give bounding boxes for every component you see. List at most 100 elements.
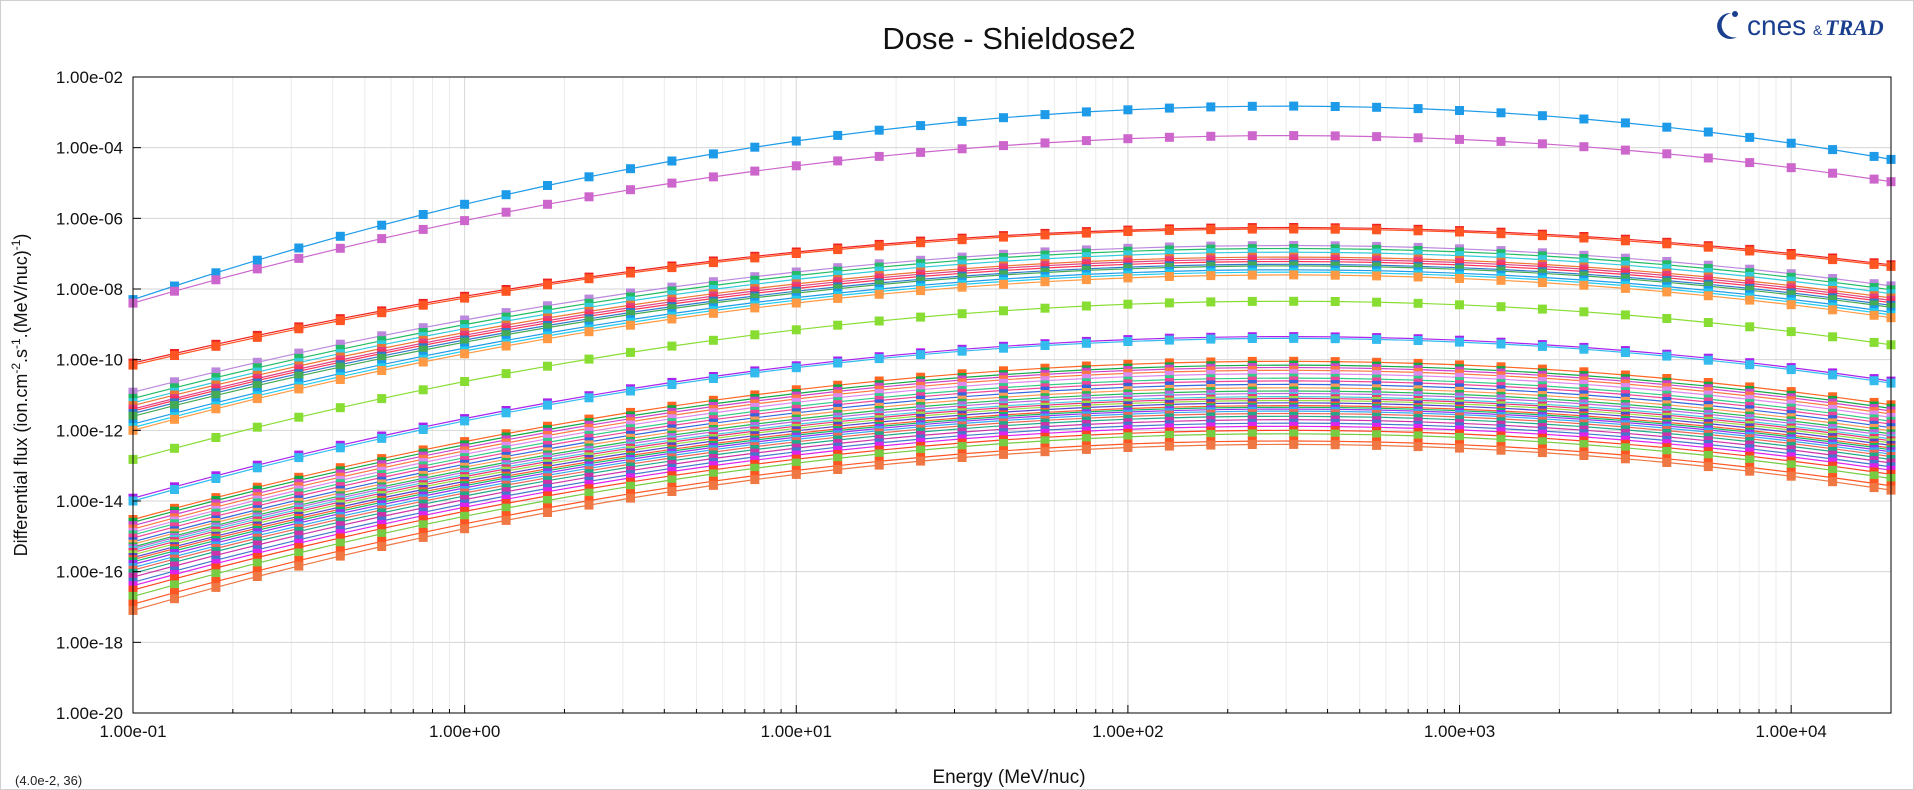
data-point (543, 334, 552, 344)
data-point (460, 524, 470, 534)
plot-area[interactable] (132, 76, 1892, 714)
data-point (1081, 444, 1091, 454)
data-point (377, 529, 387, 539)
data-point (501, 207, 511, 217)
data-point (1828, 295, 1838, 305)
data-point (833, 358, 843, 368)
data-point (294, 561, 304, 571)
data-point (377, 366, 387, 375)
data-point (501, 330, 511, 340)
data-point (667, 487, 677, 496)
series-41[interactable] (128, 421, 1896, 591)
series-line (132, 406, 1892, 563)
logo-partner: TRAD (1825, 15, 1884, 40)
data-point (252, 572, 262, 581)
data-point (377, 524, 387, 534)
data-point (1206, 102, 1216, 112)
data-point (1455, 106, 1464, 115)
data-point (170, 561, 179, 571)
data-point (916, 286, 926, 296)
data-point (460, 377, 470, 386)
data-point (1330, 248, 1340, 257)
series-28[interactable] (128, 389, 1896, 554)
data-point (874, 354, 884, 364)
series-line (132, 244, 1892, 393)
data-point (1455, 432, 1464, 442)
series-4[interactable] (128, 241, 1896, 397)
data-point (708, 480, 718, 490)
data-point (1289, 131, 1299, 141)
series-1[interactable] (128, 131, 1896, 308)
data-point (211, 390, 221, 400)
data-point (1537, 278, 1547, 288)
data-point (1289, 429, 1299, 439)
data-point (1247, 131, 1257, 141)
data-point (1703, 355, 1713, 365)
series-12[interactable] (128, 265, 1896, 429)
ticks: 1.00e-01 1.00e+00 1.00e+01 1.00e+02 1.00e+03… (56, 68, 1892, 741)
y-tick-label: 1.00e-10 (56, 351, 123, 370)
series-line (132, 377, 1892, 536)
data-point (1455, 251, 1464, 261)
data-point (377, 234, 387, 244)
data-point (1413, 226, 1423, 236)
data-point (211, 577, 221, 587)
data-point (294, 548, 304, 558)
data-point (418, 323, 428, 333)
series-0[interactable] (128, 101, 1896, 305)
data-point (1081, 301, 1091, 311)
series-14[interactable] (128, 270, 1896, 435)
data-point (1289, 224, 1299, 234)
data-point (1662, 239, 1672, 249)
data-point (335, 231, 345, 241)
data-point (584, 172, 594, 182)
data-point (1703, 462, 1713, 472)
data-point (170, 485, 179, 494)
data-point (1869, 471, 1879, 481)
data-point (170, 443, 179, 453)
data-point (791, 161, 801, 171)
data-point (1745, 360, 1755, 370)
data-point (460, 337, 470, 347)
data-point (1662, 149, 1672, 159)
data-point (791, 249, 801, 258)
series-line (132, 390, 1892, 548)
data-point (957, 282, 967, 292)
data-point (211, 367, 221, 377)
data-point (1081, 275, 1091, 285)
data-point (1620, 236, 1630, 246)
data-point (335, 316, 345, 326)
data-point (584, 393, 594, 403)
y-axis-label-part: ) (11, 234, 31, 240)
data-point (1662, 447, 1672, 456)
data-point (543, 503, 552, 513)
data-point (1123, 299, 1133, 309)
x-axis-label: Energy (MeV/nuc) (932, 767, 1085, 788)
cnes-trad-logo: cnes & TRAD (1717, 5, 1907, 45)
data-point (1703, 242, 1713, 252)
data-point (1164, 298, 1174, 308)
data-point (1869, 483, 1879, 493)
series-line (132, 440, 1892, 605)
data-point (501, 515, 511, 525)
data-point (170, 401, 179, 411)
data-point (252, 264, 262, 274)
data-point (1040, 303, 1050, 313)
series-45[interactable] (128, 439, 1896, 615)
series-17[interactable] (128, 333, 1896, 506)
data-point (294, 243, 304, 253)
data-point (1828, 305, 1838, 315)
data-point (170, 580, 179, 590)
series-43[interactable] (128, 429, 1896, 601)
data-point (1496, 136, 1506, 146)
data-point (1537, 111, 1547, 121)
series-38[interactable] (128, 411, 1896, 578)
data-point (1745, 272, 1755, 281)
data-point (501, 408, 511, 418)
data-point (999, 279, 1008, 289)
data-point (377, 433, 387, 443)
series-line (132, 404, 1892, 561)
data-point (626, 310, 635, 319)
data-point (335, 362, 345, 372)
series-line (132, 383, 1892, 543)
